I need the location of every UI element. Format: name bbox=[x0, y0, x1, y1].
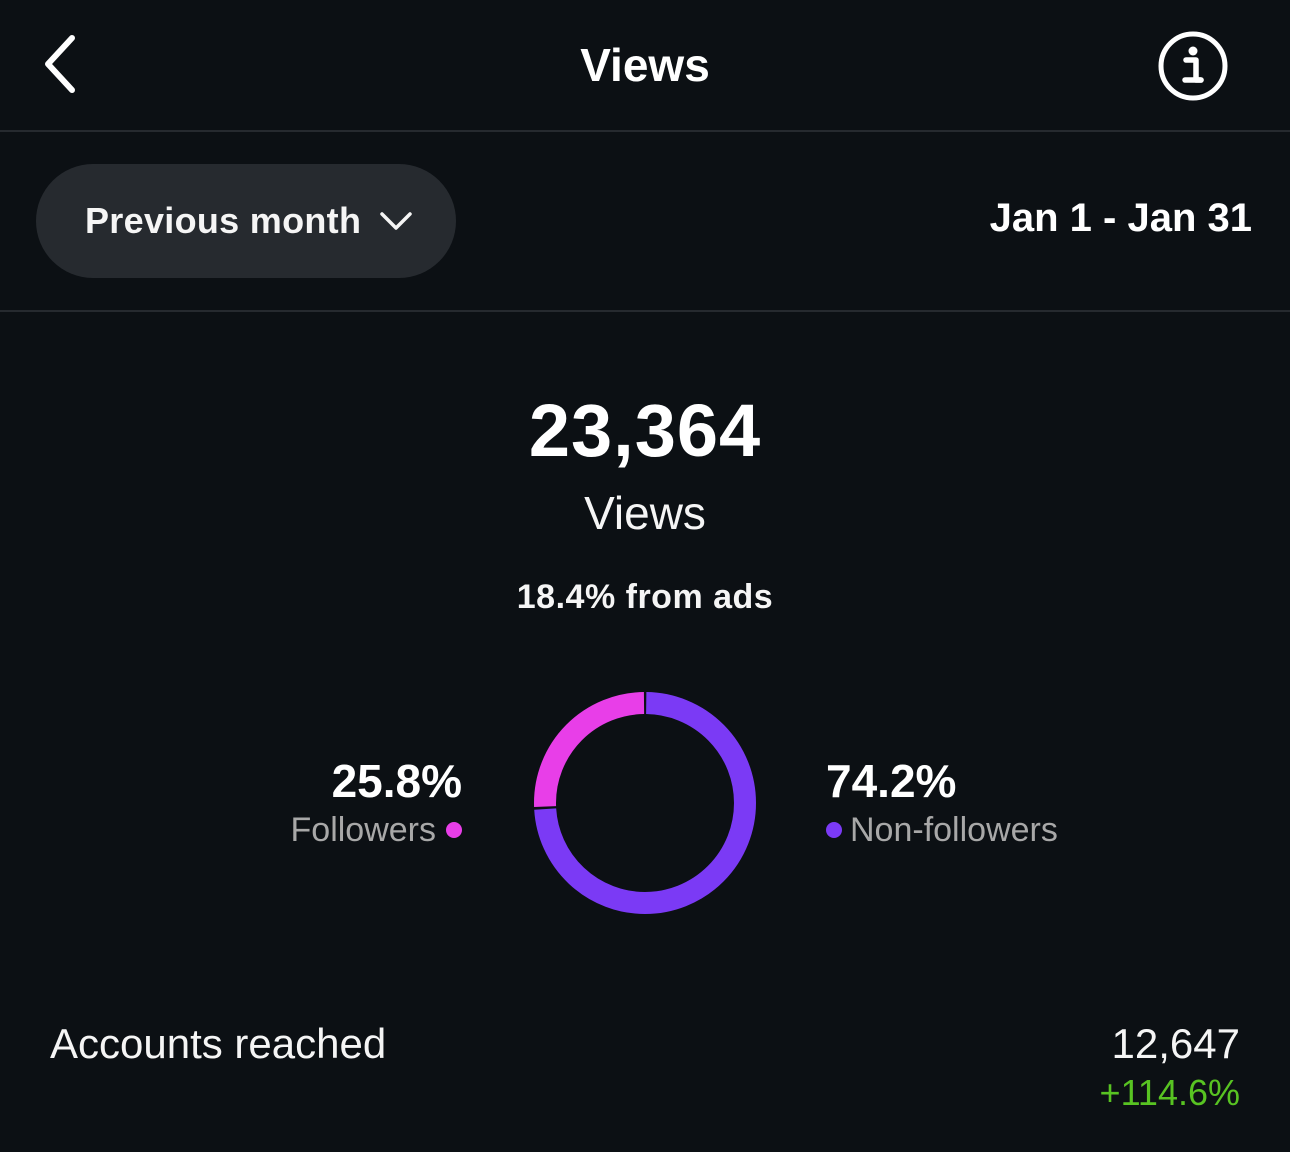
total-views-label: Views bbox=[584, 487, 706, 539]
audience-donut-chart bbox=[534, 692, 756, 914]
date-range-label: Jan 1 - Jan 31 bbox=[989, 196, 1252, 240]
period-dropdown-label: Previous month bbox=[85, 200, 362, 241]
accounts-reached-label: Accounts reached bbox=[50, 1020, 387, 1067]
page-title: Views bbox=[580, 39, 710, 91]
info-button[interactable] bbox=[1156, 31, 1230, 105]
non-followers-legend: 74.2% Non-followers bbox=[826, 754, 1058, 852]
top-bar: Views bbox=[0, 0, 1290, 132]
chevron-left-icon bbox=[40, 32, 80, 101]
donut-segment-followers bbox=[534, 692, 756, 914]
followers-legend: 25.8% Followers bbox=[291, 754, 462, 852]
non-followers-color-dot bbox=[826, 822, 842, 838]
followers-color-dot bbox=[446, 822, 462, 838]
date-filter-row: Previous month Jan 1 - Jan 31 bbox=[0, 132, 1290, 312]
accounts-reached-change: +114.6% bbox=[1099, 1072, 1240, 1113]
period-dropdown[interactable]: Previous month bbox=[36, 164, 456, 278]
donut-segment-non-followers bbox=[534, 692, 756, 914]
followers-label-row: Followers bbox=[291, 808, 462, 852]
followers-label: Followers bbox=[290, 811, 436, 849]
non-followers-label-row: Non-followers bbox=[826, 808, 1058, 852]
non-followers-percent: 74.2% bbox=[826, 755, 957, 807]
accounts-reached-row[interactable]: Accounts reached 12,647 +114.6% bbox=[0, 1010, 1290, 1120]
accounts-reached-value: 12,647 bbox=[1111, 1020, 1240, 1067]
non-followers-label: Non-followers bbox=[850, 811, 1058, 849]
back-button[interactable] bbox=[30, 30, 90, 102]
total-views-value: 23,364 bbox=[528, 389, 762, 472]
ads-share-note: 18.4% from ads bbox=[516, 578, 774, 616]
info-icon bbox=[1157, 30, 1229, 107]
chevron-down-icon bbox=[379, 210, 413, 232]
followers-percent: 25.8% bbox=[331, 755, 462, 807]
